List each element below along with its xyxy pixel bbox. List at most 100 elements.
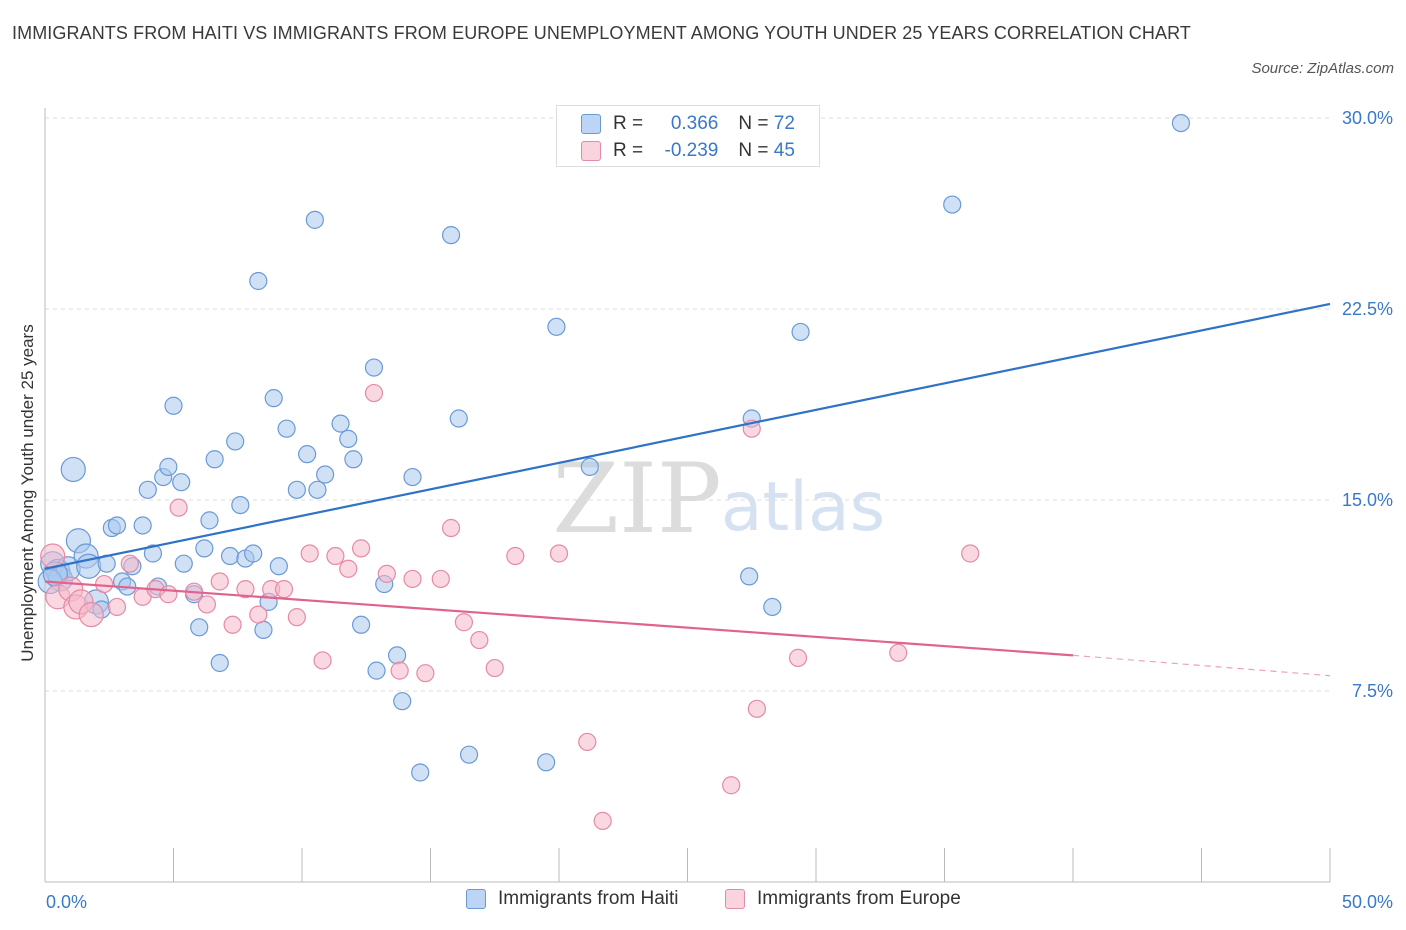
europe-point xyxy=(78,601,104,628)
haiti-point xyxy=(205,450,224,469)
europe-trend-line xyxy=(44,580,1074,657)
haiti-point xyxy=(164,396,183,415)
haiti-point xyxy=(143,544,163,563)
haiti-point xyxy=(403,467,422,487)
haiti-point xyxy=(195,539,214,558)
x-tick-label: 50.0% xyxy=(1342,892,1393,912)
haiti-point xyxy=(387,646,407,665)
haiti-point xyxy=(200,511,219,530)
haiti-point xyxy=(159,457,178,476)
haiti-point xyxy=(244,544,263,563)
europe-point xyxy=(236,580,255,599)
grid-lines xyxy=(45,117,1330,692)
haiti-point xyxy=(1171,113,1191,133)
europe-point xyxy=(274,580,294,599)
europe-point xyxy=(549,544,569,563)
haiti-point xyxy=(210,653,229,673)
europe-point xyxy=(249,605,268,624)
europe-swatch xyxy=(581,141,601,161)
legend-item-haiti[interactable]: Immigrants from Haiti xyxy=(466,888,679,910)
europe-point xyxy=(339,559,358,578)
europe-point xyxy=(454,613,474,632)
haiti-point xyxy=(411,763,430,782)
haiti-point xyxy=(138,480,157,499)
europe-point xyxy=(326,546,345,566)
haiti-n-label: N = xyxy=(738,113,774,134)
legend-swatch-haiti xyxy=(466,889,486,909)
haiti-point xyxy=(943,195,962,214)
y-tick-label: 22.5% xyxy=(1342,299,1393,319)
haiti-point xyxy=(352,615,371,634)
haiti-point xyxy=(740,567,759,586)
europe-point xyxy=(593,811,612,830)
haiti-point xyxy=(393,692,412,711)
haiti-point xyxy=(190,618,209,637)
data-points xyxy=(37,113,1191,830)
europe-point xyxy=(95,574,114,594)
europe-point xyxy=(120,554,139,573)
axes xyxy=(44,108,1331,883)
europe-point xyxy=(431,569,450,589)
haiti-point xyxy=(249,271,268,291)
haiti-point xyxy=(580,457,599,476)
haiti-point xyxy=(305,210,324,229)
haiti-point xyxy=(107,516,127,535)
europe-point xyxy=(377,564,396,583)
legend-row-haiti: R = 0.366 N = 72 xyxy=(581,111,795,137)
europe-point xyxy=(223,615,242,634)
europe-point xyxy=(485,658,504,678)
europe-point xyxy=(889,643,908,662)
watermark-zip: ZIP xyxy=(552,443,721,555)
haiti-point xyxy=(287,480,306,499)
haiti-point xyxy=(172,473,191,492)
legend-item-europe[interactable]: Immigrants from Europe xyxy=(725,888,961,910)
europe-point xyxy=(747,699,766,718)
haiti-point xyxy=(763,597,782,617)
europe-point xyxy=(169,498,188,517)
y-tick-label: 7.5% xyxy=(1352,681,1393,701)
y-axis-label: Unemployment Among Youth under 25 years xyxy=(18,324,37,662)
europe-point xyxy=(506,546,525,566)
y-tick-label: 30.0% xyxy=(1342,108,1393,128)
haiti-point xyxy=(220,546,240,566)
haiti-point xyxy=(364,358,384,377)
europe-point xyxy=(722,776,741,795)
haiti-point xyxy=(791,322,810,342)
europe-r-label: R = xyxy=(613,140,649,161)
europe-point xyxy=(300,544,319,563)
europe-point xyxy=(287,608,306,627)
legend-swatch-europe xyxy=(725,889,745,909)
europe-point xyxy=(197,595,217,614)
europe-point xyxy=(159,585,178,604)
haiti-point xyxy=(308,480,327,499)
haiti-r-label: R = xyxy=(613,113,649,134)
haiti-r-value: 0.366 xyxy=(670,113,719,134)
x-tick-label: 0.0% xyxy=(46,892,87,912)
europe-r-value: -0.239 xyxy=(664,140,719,161)
europe-point xyxy=(470,630,489,650)
haiti-point xyxy=(331,414,350,433)
tick-labels: 7.5% 15.0% 22.5% 30.0% 0.0% 50.0% xyxy=(46,108,1393,912)
europe-point xyxy=(107,597,127,617)
haiti-point xyxy=(339,429,358,448)
europe-point xyxy=(352,539,371,558)
correlation-legend: R = 0.366 N = 72 R = -0.239 N = 45 xyxy=(556,105,820,167)
haiti-n-value: 72 xyxy=(773,113,795,134)
europe-point xyxy=(210,572,229,591)
trend-lines xyxy=(44,302,1331,677)
haiti-point xyxy=(133,516,152,535)
source-label: Source: ZipAtlas.com xyxy=(1251,60,1394,77)
europe-point xyxy=(441,518,461,538)
europe-n-label: N = xyxy=(738,140,774,161)
europe-n-value: 45 xyxy=(773,140,795,161)
europe-trend-extension xyxy=(1072,654,1331,677)
haiti-point xyxy=(231,495,250,515)
haiti-point xyxy=(449,409,468,428)
europe-point xyxy=(390,661,409,680)
haiti-point xyxy=(316,465,335,484)
haiti-point xyxy=(60,456,86,483)
haiti-swatch xyxy=(581,114,601,134)
europe-point xyxy=(403,569,422,589)
europe-point xyxy=(788,648,808,667)
haiti-point xyxy=(298,445,317,464)
